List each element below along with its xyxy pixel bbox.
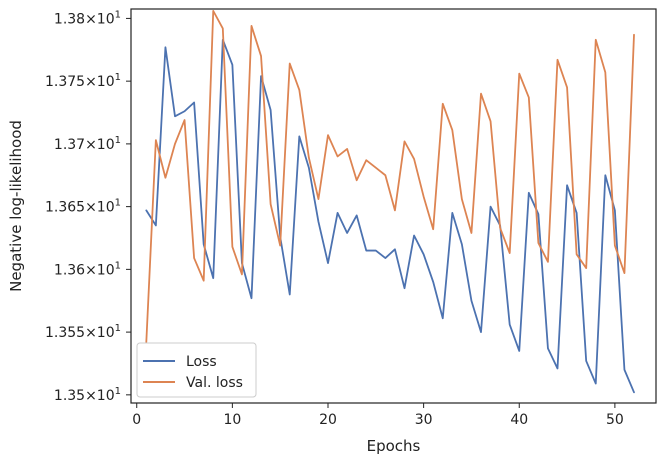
x-tick-label: 50 [606,412,624,428]
x-tick-label: 0 [132,412,141,428]
x-axis-label: Epochs [367,437,421,455]
x-tick-label: 20 [319,412,337,428]
y-tick-label: 1.375×101 [45,72,121,90]
series-line-loss [145,38,635,394]
y-axis: 1.35×101 1.355×101 1.36×101 1.365×101 1.37×1… [45,9,131,404]
legend-label-val-loss: Val. loss [186,375,243,391]
y-tick-label: 1.38×101 [54,9,121,27]
y-axis-label: Negative log-likelihood [7,120,25,292]
x-tick-label: 10 [223,412,241,428]
x-tick-label: 40 [510,412,528,428]
plot-frame [130,8,657,404]
y-tick-label: 1.37×101 [54,135,121,153]
series-line-val-loss [145,9,635,344]
x-tick-label: 30 [415,412,433,428]
legend-label-loss: Loss [186,354,217,370]
legend: Loss Val. loss [136,342,257,398]
y-tick-label: 1.355×101 [45,323,121,341]
legend-box [136,342,257,398]
y-tick-label: 1.365×101 [45,198,121,216]
y-tick-label: 1.36×101 [54,260,121,278]
y-tick-label: 1.35×101 [54,386,121,404]
series-lines [145,9,635,394]
x-axis: 0 10 20 30 40 50 [132,403,624,428]
